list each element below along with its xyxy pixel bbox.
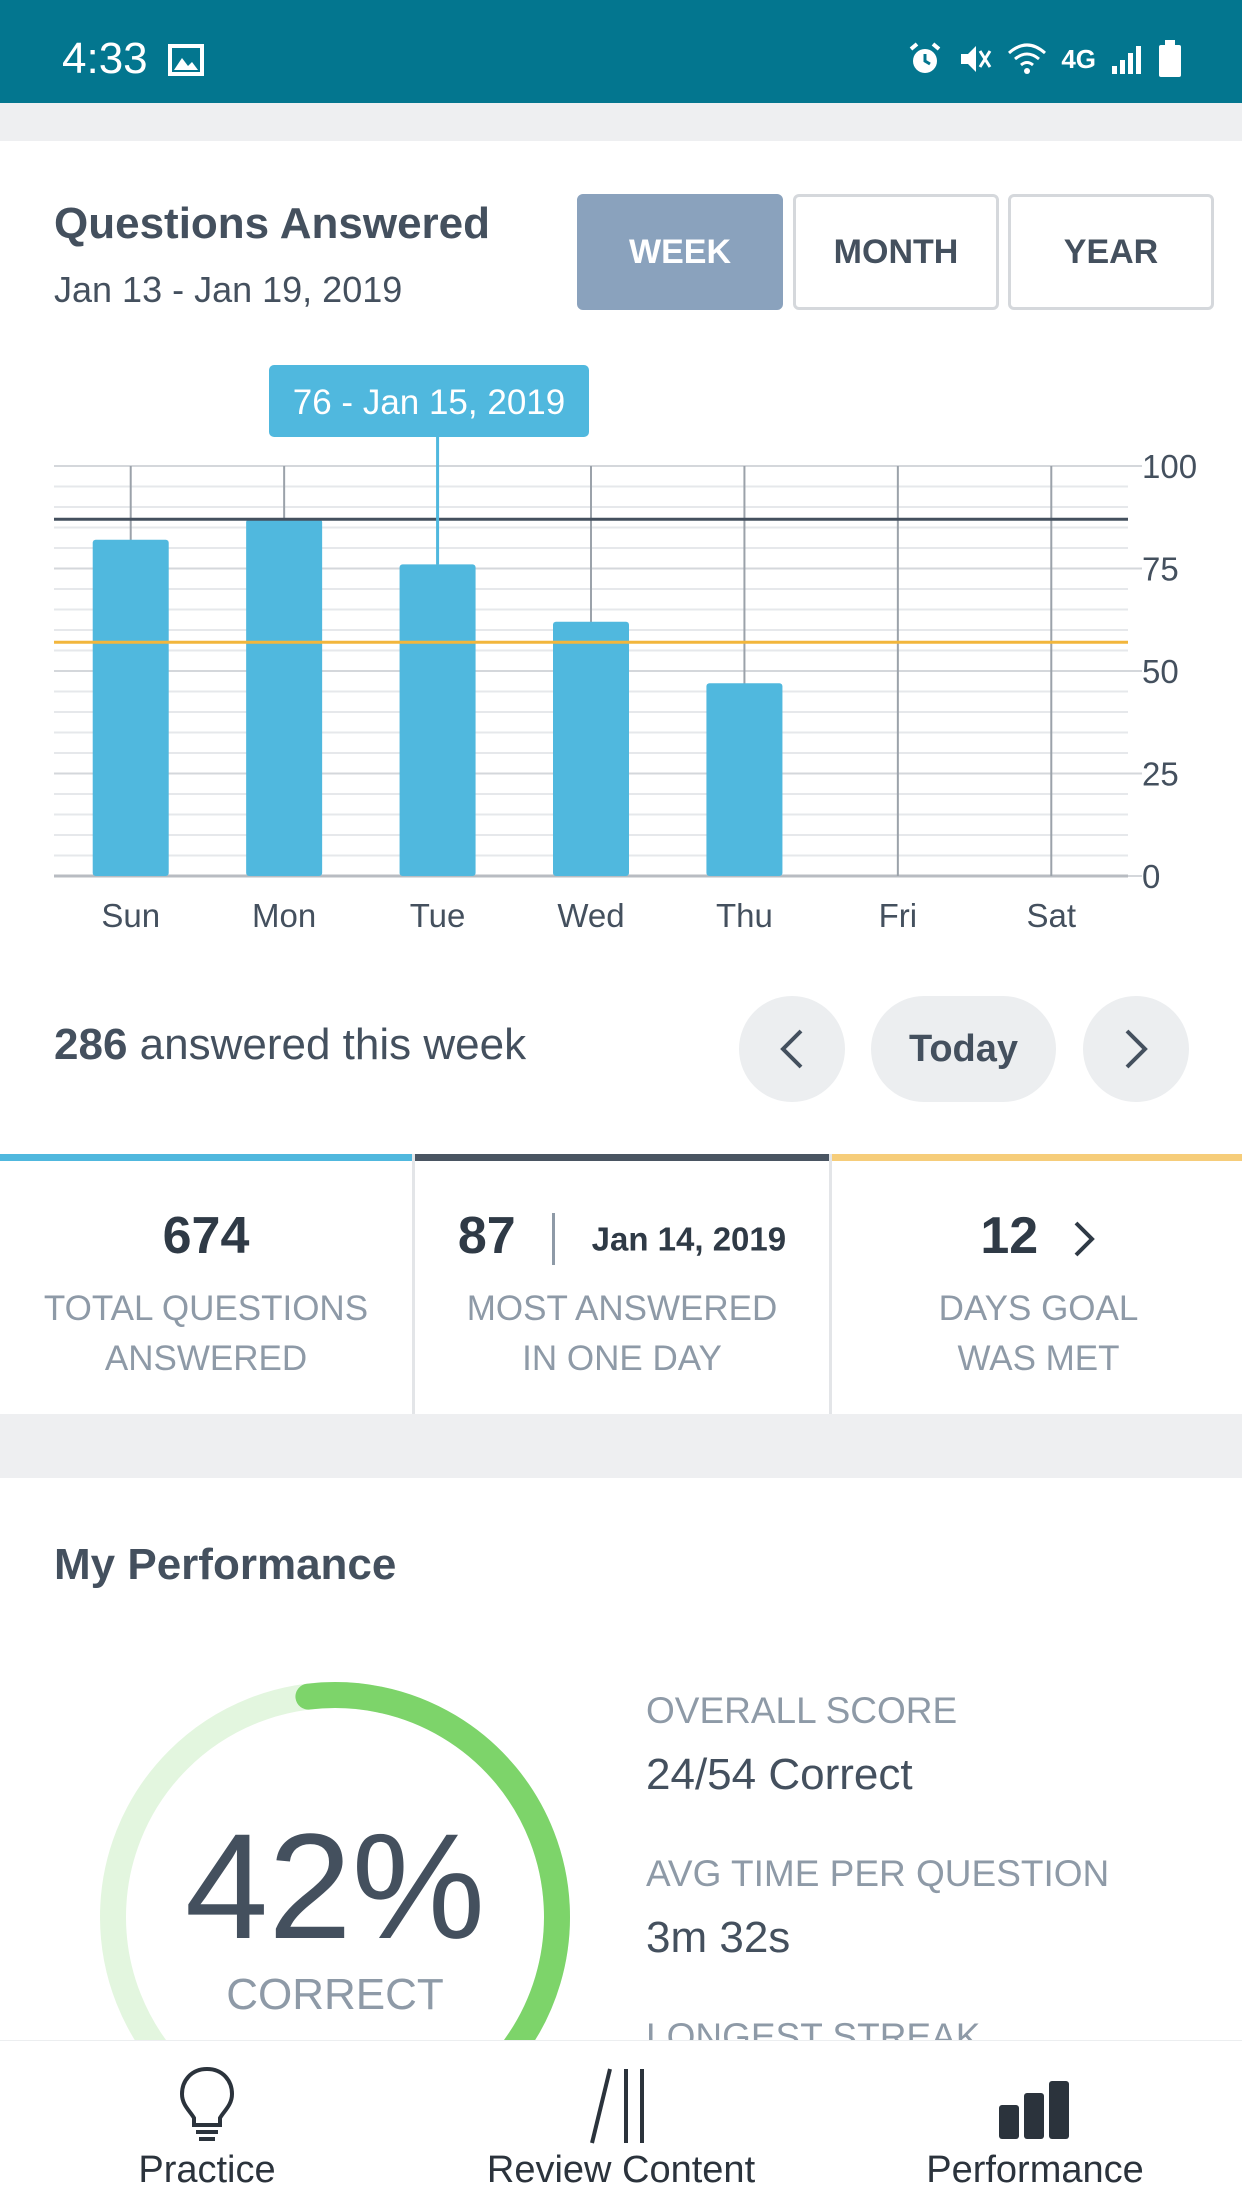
previous-week-button[interactable]: [739, 996, 845, 1102]
stat-divider: [552, 1213, 556, 1266]
stat-color-bar: [415, 1154, 829, 1161]
week-summary-text: answered this week: [127, 1020, 527, 1069]
stat-label-line2: IN ONE DAY: [522, 1339, 722, 1378]
gallery-icon: [168, 44, 204, 76]
chevron-right-icon: [1074, 1221, 1095, 1257]
stat-label-line1: TOTAL QUESTIONS: [43, 1289, 369, 1328]
week-count: 286: [54, 1020, 128, 1069]
stat-value: 12: [980, 1207, 1039, 1265]
stat-label-line2: WAS MET: [957, 1339, 1120, 1378]
stat-label: TOTAL QUESTIONS ANSWERED: [0, 1284, 412, 1384]
stats-strip: 674 TOTAL QUESTIONS ANSWERED 87 Jan 14, 2…: [0, 1154, 1242, 1417]
wifi-icon: [1008, 43, 1047, 74]
status-time: 4:33: [62, 34, 148, 83]
nav-label: Performance: [926, 2149, 1144, 2191]
stat-value-row: 87 Jan 14, 2019: [415, 1206, 829, 1266]
bar: [553, 621, 629, 876]
bar: [246, 519, 323, 876]
performance-title: My Performance: [54, 1540, 397, 1589]
signal-icon: [1112, 46, 1141, 74]
section-title: Questions Answered: [54, 199, 491, 248]
bar: [92, 539, 169, 876]
nav-performance[interactable]: Performance: [828, 2041, 1242, 2209]
questions-chart: 0 25 50 75 100 Sun Mon Tue Wed Thu Fri Sat 76 - Jan …: [0, 360, 1242, 950]
status-bar: 4:33 4G: [0, 0, 1242, 103]
bar-chart-icon: [828, 2065, 1242, 2145]
top-divider: [0, 103, 1242, 141]
x-tick-label: Sun: [101, 897, 160, 934]
next-week-button[interactable]: [1083, 996, 1189, 1102]
x-tick-label: Mon: [252, 897, 316, 934]
stat-value: 674: [162, 1207, 250, 1265]
stat-color-bar: [0, 1154, 412, 1161]
tooltip-label: 76 - Jan 15, 2019: [293, 383, 565, 422]
network-type: 4G: [1061, 43, 1096, 74]
x-tick-label: Wed: [557, 897, 624, 934]
mute-icon: [961, 46, 992, 72]
y-tick-label: 0: [1142, 858, 1160, 895]
books-icon: [414, 2065, 828, 2145]
status-icons: 4G: [907, 40, 1182, 78]
days-goal-stat[interactable]: 12 DAYS GOAL WAS MET: [829, 1154, 1242, 1414]
tooltip-box: [269, 365, 589, 437]
stat-date: Jan 14, 2019: [591, 1220, 787, 1258]
nav-label: Review Content: [486, 2149, 756, 2191]
nav-practice[interactable]: Practice: [0, 2041, 414, 2209]
x-tick-label: Tue: [410, 897, 466, 934]
section-divider: [0, 1414, 1242, 1478]
year-tab[interactable]: YEAR: [1008, 194, 1214, 310]
today-button[interactable]: Today: [871, 996, 1056, 1102]
stat-value-row: 12: [832, 1206, 1242, 1266]
stat-label: MOST ANSWERED IN ONE DAY: [415, 1284, 829, 1384]
battery-icon: [1159, 40, 1181, 77]
week-tab[interactable]: WEEK: [577, 194, 783, 310]
alarm-icon: [910, 42, 941, 73]
date-range: Jan 13 - Jan 19, 2019: [54, 269, 403, 310]
bottom-nav: Practice Review Content Performance: [0, 2040, 1242, 2209]
stat-label: DAYS GOAL WAS MET: [832, 1284, 1242, 1384]
percent-correct: 42%: [184, 1802, 486, 1970]
avg-time-label: AVG TIME PER QUESTION: [646, 1853, 1110, 1894]
stat-label-line2: ANSWERED: [104, 1339, 308, 1378]
y-tick-label: 75: [1142, 551, 1179, 588]
stat-label-line1: DAYS GOAL: [938, 1289, 1139, 1328]
y-tick-label: 25: [1142, 756, 1179, 793]
correct-label: CORRECT: [226, 1970, 444, 2019]
overall-score-value: 24/54 Correct: [646, 1750, 913, 1799]
ring-progress: [295, 1682, 570, 2111]
lightbulb-icon: [0, 2065, 414, 2145]
chevron-left-icon: [780, 1029, 803, 1069]
bar: [399, 564, 476, 876]
y-tick-label: 50: [1142, 653, 1179, 690]
avg-time-value: 3m 32s: [646, 1913, 791, 1962]
week-summary: 286 answered this week: [54, 1020, 526, 1070]
x-tick-label: Thu: [716, 897, 773, 934]
x-tick-label: Sat: [1027, 897, 1077, 934]
stat-color-bar: [832, 1154, 1242, 1161]
stat-label-line1: MOST ANSWERED: [466, 1289, 778, 1328]
month-tab[interactable]: MONTH: [793, 194, 999, 310]
x-tick-label: Fri: [879, 897, 917, 934]
total-questions-stat: 674 TOTAL QUESTIONS ANSWERED: [0, 1154, 412, 1414]
overall-score-label: OVERALL SCORE: [646, 1690, 958, 1731]
nav-label: Practice: [138, 2149, 276, 2191]
bar: [706, 683, 783, 876]
chevron-right-icon: [1125, 1029, 1148, 1069]
stat-value: 87: [457, 1207, 516, 1265]
most-answered-stat: 87 Jan 14, 2019 MOST ANSWERED IN ONE DAY: [412, 1154, 829, 1414]
y-tick-label: 100: [1142, 448, 1197, 485]
nav-review-content[interactable]: Review Content: [414, 2041, 828, 2209]
